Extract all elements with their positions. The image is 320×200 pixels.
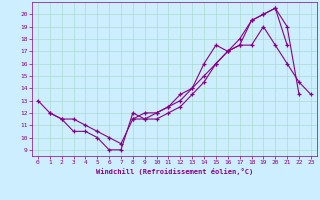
X-axis label: Windchill (Refroidissement éolien,°C): Windchill (Refroidissement éolien,°C) [96,168,253,175]
